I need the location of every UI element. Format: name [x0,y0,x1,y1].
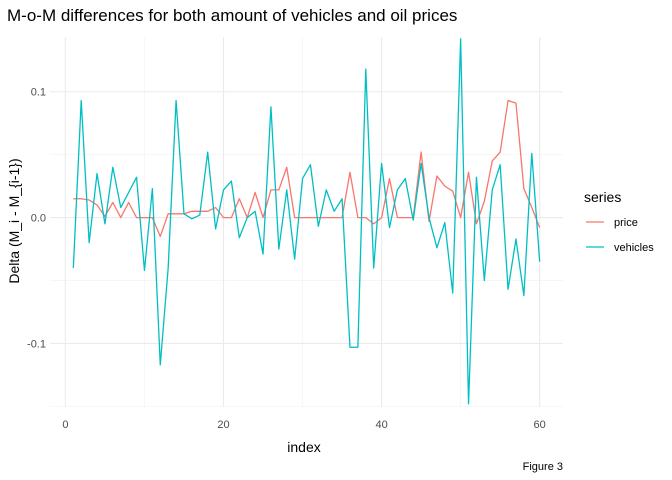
grid-major [50,37,563,407]
legend-label-price: price [614,217,638,229]
y-tick-label: 0.1 [31,87,46,99]
chart-caption: Figure 3 [523,461,563,473]
y-axis: -0.1 0.0 0.1 [27,87,46,351]
chart-title: M-o-M differences for both amount of veh… [7,6,457,25]
plot-panel [50,37,563,407]
legend: series price vehicles [584,189,654,254]
x-axis-title: index [287,439,320,455]
y-tick-label: 0.0 [31,213,46,225]
legend-label-vehicles: vehicles [614,242,654,254]
series-line-price [73,99,541,238]
series-line-vehicles [72,38,541,405]
x-tick-label: 20 [217,419,229,431]
x-tick-label: 60 [534,419,546,431]
grid-minor [50,37,563,407]
legend-title: series [584,189,621,205]
x-tick-label: 0 [62,419,68,431]
x-axis: 0 20 40 60 [62,419,545,431]
y-axis-title: Delta (M_i - M_{i-1}) [6,158,22,283]
x-tick-label: 40 [375,419,387,431]
legend-items: price vehicles [586,217,654,254]
y-tick-label: -0.1 [27,338,46,350]
series-lines [72,38,541,405]
